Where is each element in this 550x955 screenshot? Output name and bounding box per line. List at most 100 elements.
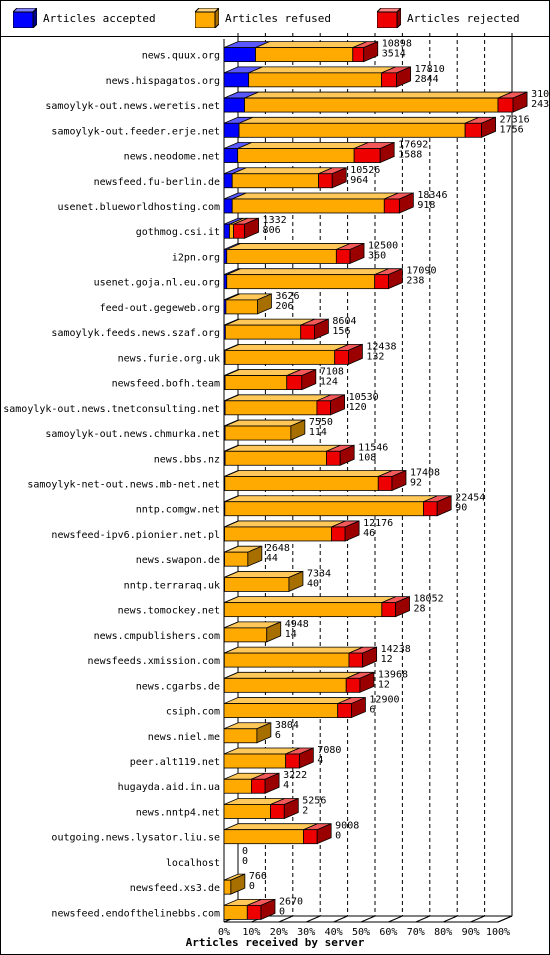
- value-label-bottom: 1588: [398, 150, 422, 161]
- bar-side: [298, 747, 314, 769]
- server-label: samoylyk-out.news.chmurka.net: [45, 429, 220, 440]
- server-label: outgoing.news.lysator.liu.se: [51, 833, 220, 844]
- value-label-bottom: 12: [378, 679, 390, 690]
- value-label-bottom: 114: [309, 427, 327, 438]
- x-tick-label: 60%: [379, 927, 397, 938]
- server-label: news.bbs.nz: [154, 454, 220, 465]
- bar-refused: [231, 167, 333, 189]
- bar-side: [339, 444, 355, 466]
- value-label-top: 17408: [410, 468, 440, 479]
- x-tick-label: 40%: [325, 927, 343, 938]
- bar-side: [395, 596, 410, 618]
- value-label-top: 5256: [302, 795, 326, 806]
- value-label-top: 18052: [414, 594, 444, 605]
- x-tick-label: 70%: [407, 927, 425, 938]
- server-label: newsfeed-ipv6.pionier.net.pl: [51, 530, 220, 541]
- value-label-bottom: 44: [266, 553, 278, 564]
- value-label-bottom: 2: [302, 805, 308, 816]
- value-label-top: 766: [249, 871, 267, 882]
- legend-accepted-swatch: [13, 8, 37, 28]
- x-axis-label: Articles received by server: [186, 936, 365, 949]
- value-label-top: 0: [242, 846, 248, 857]
- bar-refused: [248, 66, 396, 88]
- bar-side: [266, 621, 282, 643]
- server-label: news.cgarbs.de: [136, 681, 220, 692]
- x-tick-label: 100%: [486, 927, 510, 938]
- value-label-bottom: 90: [455, 503, 467, 514]
- server-label: i2pn.org: [172, 252, 220, 263]
- value-label-bottom: 92: [410, 478, 422, 489]
- value-label-bottom: 238: [406, 276, 424, 287]
- tick-mark: [497, 915, 513, 923]
- x-tick-label: 50%: [352, 927, 370, 938]
- bar-refused: [237, 142, 369, 163]
- tick-mark: [278, 915, 293, 923]
- value-label-bottom: 4: [317, 755, 323, 766]
- tick-mark: [333, 915, 348, 923]
- bar-side: [481, 116, 496, 138]
- bar-rejected: [326, 444, 355, 466]
- server-label: newsfeed.xs3.de: [130, 883, 220, 894]
- bar-side: [288, 570, 304, 593]
- value-label-bottom: 132: [366, 351, 384, 362]
- server-label: news.tomockey.net: [118, 606, 220, 617]
- bar-refused: [223, 772, 266, 794]
- bar-side: [344, 520, 360, 542]
- bar-side: [436, 495, 452, 517]
- value-label-top: 1332: [263, 215, 287, 226]
- bar-refused: [224, 394, 332, 416]
- value-label-bottom: 2844: [415, 74, 439, 85]
- value-label-top: 7550: [309, 417, 333, 428]
- value-label-bottom: 6: [369, 705, 375, 716]
- bar-side: [330, 394, 345, 416]
- server-label: news.hispagatos.org: [106, 76, 220, 87]
- value-label-top: 9008: [335, 821, 359, 832]
- server-label: news.furie.org.uk: [118, 353, 220, 364]
- server-label: news.quux.org: [142, 51, 220, 62]
- server-label: csiph.com: [166, 707, 220, 718]
- legend-refused: Articles refused: [195, 7, 331, 29]
- value-label-bottom: 1756: [500, 124, 524, 135]
- legend-accepted: Articles accepted: [13, 7, 156, 29]
- value-label-bottom: 360: [368, 250, 386, 261]
- server-label: newsfeed.fu-berlin.de: [94, 177, 220, 188]
- bar-side: [351, 696, 366, 719]
- bar-side: [260, 898, 276, 920]
- value-label-top: 7108: [320, 367, 344, 378]
- bar-refused: [223, 621, 281, 643]
- x-tick-label: 80%: [434, 927, 452, 938]
- bar-side: [349, 242, 365, 265]
- tick-mark: [415, 915, 430, 923]
- value-label-top: 10530: [349, 392, 379, 403]
- value-label-bottom: 14: [285, 629, 297, 640]
- bar-refused: [255, 41, 367, 63]
- bar-side: [256, 722, 272, 744]
- x-tick-label: 20%: [270, 927, 288, 938]
- bar-refused: [224, 343, 349, 365]
- bar-side: [391, 469, 407, 492]
- tick-mark: [360, 915, 376, 923]
- value-label-bottom: 108: [358, 452, 376, 463]
- server-label: gothmog.csi.it: [136, 227, 220, 238]
- value-label-bottom: 206: [275, 301, 293, 312]
- x-tick-label: 90%: [462, 927, 480, 938]
- bar-refused: [226, 243, 351, 264]
- bar-refused: [223, 646, 364, 668]
- x-tick-label: 0%: [218, 927, 230, 938]
- legend-refused-swatch: [195, 8, 219, 28]
- legend-rejected: Articles rejected: [377, 7, 520, 29]
- bar-accepted: [223, 91, 259, 113]
- bar-refused: [224, 495, 438, 517]
- value-label-top: 11546: [358, 442, 388, 453]
- bar-rejected: [316, 394, 345, 416]
- value-label-top: 22454: [455, 493, 485, 504]
- bar-side: [257, 293, 272, 315]
- server-label: peer.alt119.net: [130, 757, 220, 768]
- bar-refused: [223, 671, 361, 693]
- bar-side: [363, 41, 379, 63]
- bar-side: [244, 217, 259, 239]
- value-label-top: 17692: [398, 140, 428, 151]
- value-label-bottom: 12: [381, 654, 393, 665]
- server-label: news.nntp4.net: [136, 807, 220, 818]
- bar-rejected: [353, 142, 395, 163]
